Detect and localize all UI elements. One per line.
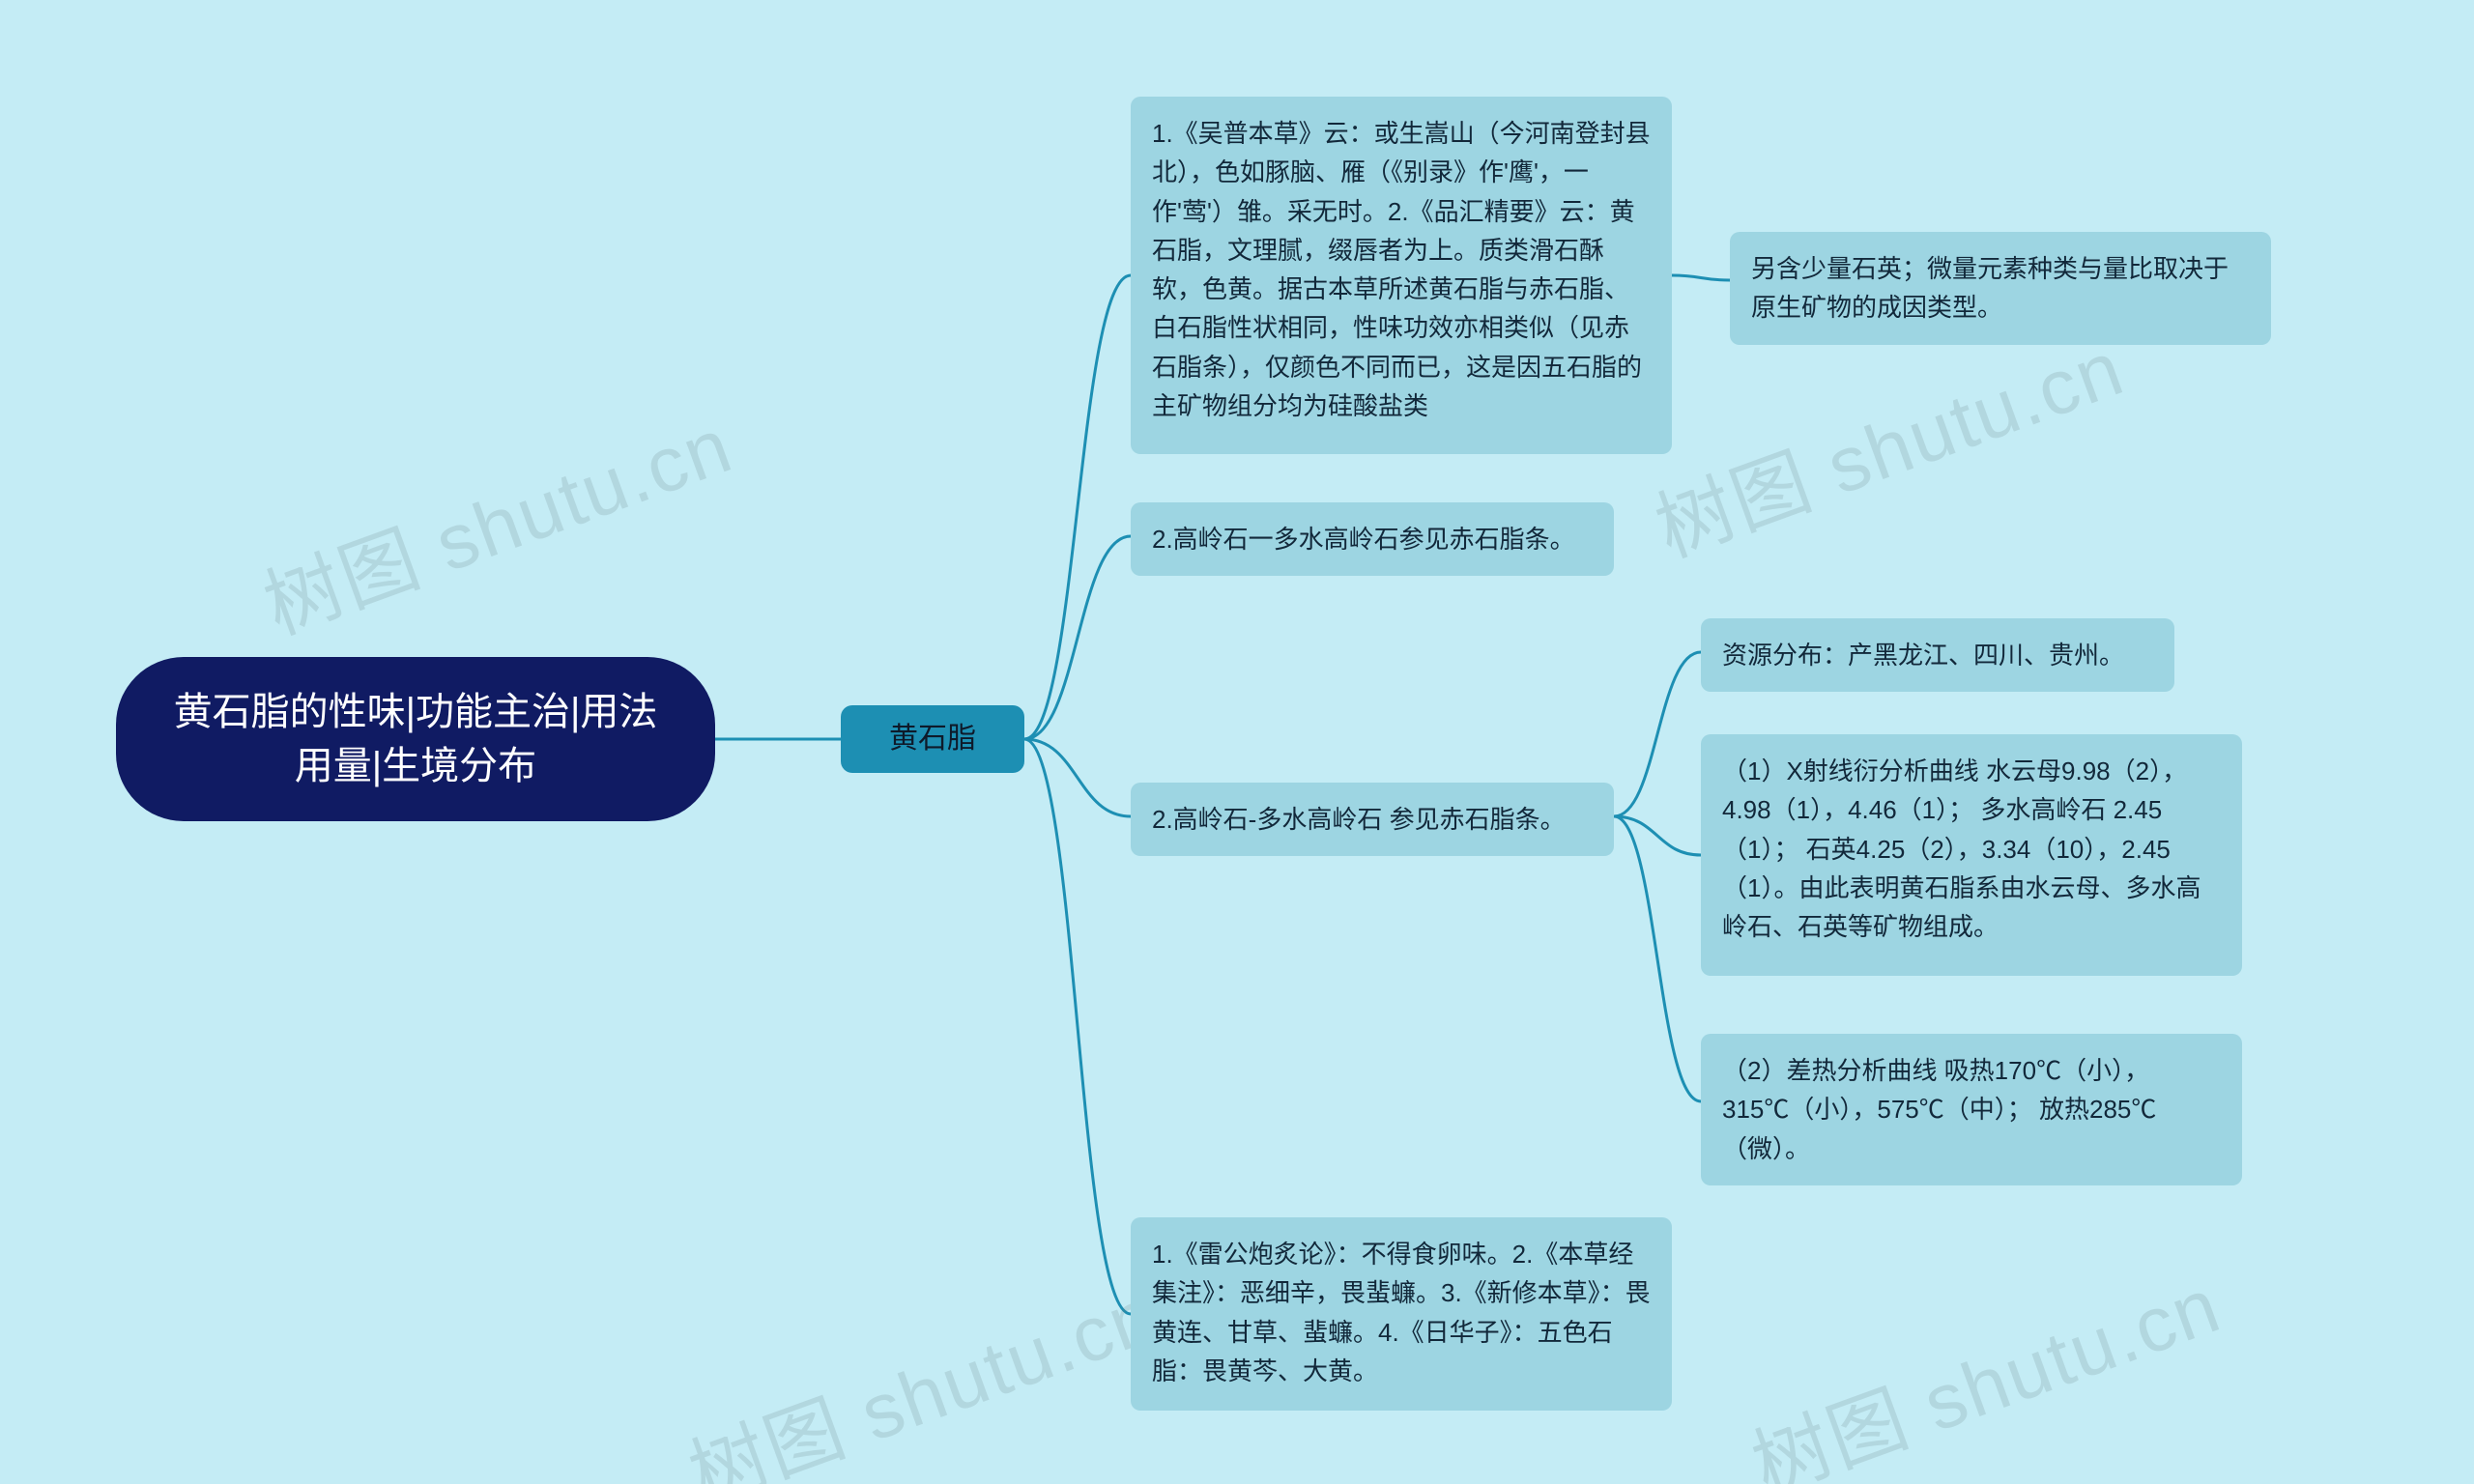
- edge: [1614, 816, 1701, 855]
- edge: [1614, 816, 1701, 1101]
- root-node[interactable]: 黄石脂的性味|功能主治|用法用量|生境分布: [116, 657, 715, 821]
- watermark: 树图 shutu.cn: [1735, 1243, 2233, 1484]
- watermark: 树图 shutu.cn: [1638, 306, 2137, 579]
- leaf-node-1[interactable]: 1.《吴普本草》云：或生嵩山（今河南登封县北），色如豚脑、雁（《别录》作'鹰'，…: [1131, 97, 1672, 454]
- mindmap-canvas: 树图 shutu.cn 树图 shutu.cn 树图 shutu.cn 树图 s…: [0, 0, 2474, 1484]
- edge: [1672, 275, 1730, 280]
- edge: [1024, 536, 1131, 739]
- leaf-node-2[interactable]: 2.高岭石一多水高岭石参见赤石脂条。: [1131, 502, 1614, 576]
- edge: [1024, 275, 1131, 739]
- hub-node[interactable]: 黄石脂: [841, 705, 1024, 773]
- leaf-node-3[interactable]: 2.高岭石-多水高岭石 参见赤石脂条。: [1131, 783, 1614, 856]
- edge: [1024, 739, 1131, 816]
- edge: [1614, 652, 1701, 816]
- leaf-node-1a[interactable]: 另含少量石英；微量元素种类与量比取决于原生矿物的成因类型。: [1730, 232, 2271, 345]
- leaf-node-3c[interactable]: （2）差热分析曲线 吸热170℃（小）， 315℃（小），575℃（中）； 放热…: [1701, 1034, 2242, 1185]
- watermark: 树图 shutu.cn: [672, 1253, 1170, 1484]
- leaf-node-3b[interactable]: （1）X射线衍分析曲线 水云母9.98（2），4.98（1），4.46（1）； …: [1701, 734, 2242, 976]
- leaf-node-3a[interactable]: 资源分布：产黑龙江、四川、贵州。: [1701, 618, 2174, 692]
- leaf-node-4[interactable]: 1.《雷公炮炙论》：不得食卵味。2.《本草经集注》：恶细辛，畏蜚蠊。3.《新修本…: [1131, 1217, 1672, 1411]
- watermark: 树图 shutu.cn: [246, 384, 745, 656]
- edge: [1024, 739, 1131, 1314]
